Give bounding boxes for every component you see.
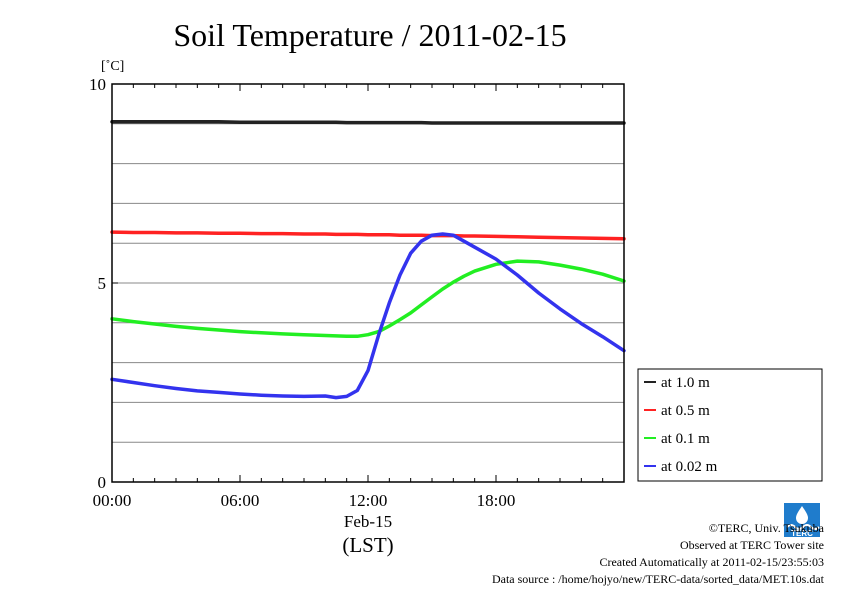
data-source-text: Data source : /home/hojyo/new/TERC-data/… xyxy=(491,572,824,586)
water-drop-icon xyxy=(796,506,808,524)
copyright-text: ©TERC, Univ. Tsukuba xyxy=(708,521,824,535)
legend-box xyxy=(637,368,823,482)
series-line-2 xyxy=(110,259,626,339)
x-axis-unit-label: (LST) xyxy=(342,533,393,557)
legend-label-1: at 0.5 m xyxy=(661,403,710,419)
legend-label-2: at 0.1 m xyxy=(661,431,710,447)
x-tick-label: 12:00 xyxy=(349,491,388,510)
x-tick-label: 06:00 xyxy=(221,491,260,510)
y-tick-label: 5 xyxy=(98,274,107,293)
created-text: Created Automatically at 2011-02-15/23:5… xyxy=(599,555,824,569)
gridlines xyxy=(112,123,624,443)
legend-label-0: at 1.0 m xyxy=(661,375,710,391)
series-line-1 xyxy=(110,230,626,241)
series-line-3 xyxy=(110,232,626,400)
series-lines xyxy=(110,120,626,400)
y-tick-label: 0 xyxy=(98,473,107,492)
y-axis-unit-label: [˚C] xyxy=(101,59,124,74)
terc-logo: TERC xyxy=(784,503,820,538)
x-tick-label: 00:00 xyxy=(93,491,132,510)
chart-title: Soil Temperature / 2011-02-15 xyxy=(173,17,566,53)
legend: at 1.0 m at 0.5 m at 0.1 m at 0.02 m xyxy=(637,368,823,482)
observed-text: Observed at TERC Tower site xyxy=(679,538,824,552)
x-tick-label: 18:00 xyxy=(477,491,516,510)
wave-icon xyxy=(786,524,820,530)
legend-label-3: at 0.02 m xyxy=(661,459,718,475)
series-line-0 xyxy=(110,120,626,125)
axis-ticks: 0 5 10 00:00 06:00 12:00 18:00 xyxy=(89,75,604,510)
x-axis-date-label: Feb-15 xyxy=(344,512,392,531)
logo-text: TERC xyxy=(791,529,813,538)
y-tick-label: 10 xyxy=(89,75,106,94)
